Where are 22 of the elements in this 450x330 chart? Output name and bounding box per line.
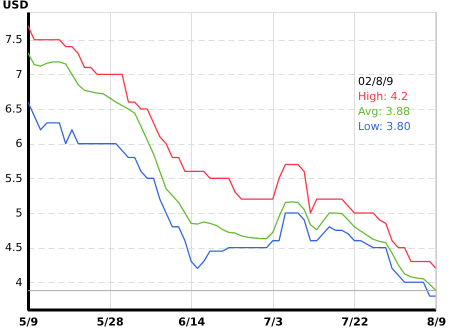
x-tick-label: 7/3 (264, 316, 283, 328)
x-tick-label: 8/9 (426, 316, 446, 328)
y-tick-label: 5 (16, 206, 22, 220)
y-tick-label: 6.5 (5, 102, 22, 116)
annotation: Avg: 3.88 (358, 105, 410, 118)
y-tick-label: 6 (16, 137, 22, 150)
y-tick-label: 4 (16, 276, 22, 289)
y-axis-title: USD (2, 0, 28, 12)
annotation: 02/8/9 (358, 75, 394, 88)
y-tick-label: 4.5 (5, 241, 22, 254)
line-series (28, 101, 436, 297)
x-tick-label: 5/28 (96, 316, 124, 328)
line-series (28, 25, 436, 270)
x-tick-label: 7/22 (341, 316, 368, 328)
y-tick-label: 7.5 (5, 33, 22, 46)
line-series (28, 52, 436, 292)
y-tick-label: 5.5 (5, 172, 22, 185)
x-tick-label: 6/14 (178, 316, 206, 328)
annotation: Low: 3.80 (358, 120, 411, 133)
x-tick-label: 5/9 (18, 316, 38, 328)
y-tick-label: 7 (16, 68, 22, 81)
annotation: High: 4.2 (358, 90, 408, 103)
